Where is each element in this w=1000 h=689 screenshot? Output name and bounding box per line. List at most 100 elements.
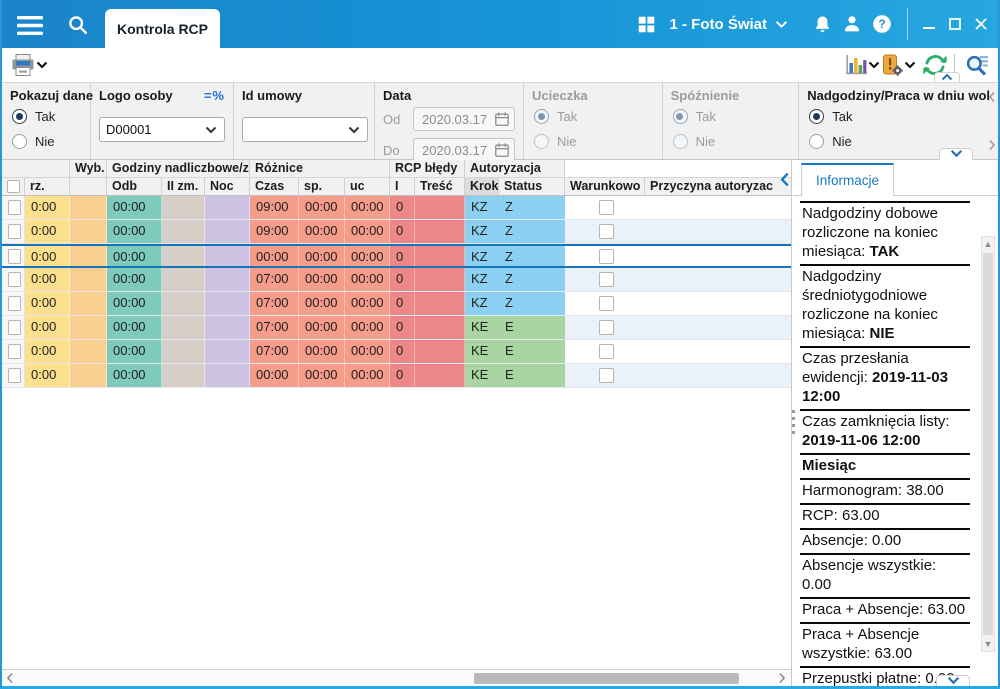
warunkowo-checkbox[interactable] bbox=[599, 224, 614, 239]
notifications-bell-icon[interactable] bbox=[807, 9, 837, 39]
print-options-chevron-icon[interactable] bbox=[36, 50, 48, 80]
warunkowo-checkbox[interactable] bbox=[599, 248, 614, 264]
cell-uc: 00:00 bbox=[345, 220, 390, 243]
col-header-odb[interactable]: Odb bbox=[107, 178, 162, 195]
cell-iizm bbox=[162, 268, 205, 291]
search-icon[interactable] bbox=[64, 12, 92, 38]
collapse-info-panel-chevron-left-icon[interactable] bbox=[780, 172, 789, 187]
warunkowo-checkbox[interactable] bbox=[599, 344, 614, 359]
company-selector-label[interactable]: 1 - Foto Świat bbox=[669, 15, 768, 33]
scroll-left-icon[interactable] bbox=[2, 670, 18, 686]
table-row[interactable]: 0:00 00:00 07:00 00:00 00:00 0 KZ Z bbox=[2, 292, 791, 316]
info-panel-tabs: Informacje bbox=[793, 160, 998, 196]
table-row[interactable]: 0:00 00:00 00:00 00:00 00:00 0 KE E bbox=[2, 364, 791, 388]
table-row[interactable]: 0:00 00:00 07:00 00:00 00:00 0 KE E bbox=[2, 340, 791, 364]
vertical-scrollbar-thumb[interactable] bbox=[983, 253, 993, 635]
advanced-search-button[interactable] bbox=[965, 50, 990, 80]
radio-ucieczka-tak[interactable]: Tak bbox=[534, 109, 654, 124]
col-header-i[interactable]: I bbox=[390, 178, 415, 195]
cell-prz bbox=[645, 292, 792, 315]
company-chevron-down-icon[interactable] bbox=[775, 20, 795, 29]
svg-text:?: ? bbox=[878, 17, 885, 31]
select-all-checkbox[interactable] bbox=[2, 178, 25, 195]
tab-informacje[interactable]: Informacje bbox=[801, 163, 895, 196]
row-checkbox[interactable] bbox=[8, 296, 21, 311]
id-umowy-select[interactable] bbox=[242, 117, 368, 142]
horizontal-scrollbar-thumb[interactable] bbox=[474, 673, 739, 684]
scroll-down-icon[interactable]: ▼ bbox=[983, 639, 993, 649]
collapse-filters-chevron-up-icon[interactable] bbox=[934, 72, 960, 83]
data-od-field[interactable]: 2020.03.17 bbox=[413, 107, 515, 131]
warunkowo-checkbox[interactable] bbox=[599, 368, 614, 383]
scroll-right-icon[interactable] bbox=[774, 670, 790, 686]
menu-icon[interactable] bbox=[16, 12, 44, 38]
logo-osoby-select[interactable]: D00001 bbox=[99, 117, 225, 142]
cell-czas: 07:00 bbox=[250, 340, 299, 363]
cell-warunkowo bbox=[565, 316, 645, 339]
col-header-wyb[interactable] bbox=[70, 178, 107, 195]
chart-button[interactable] bbox=[844, 50, 868, 80]
col-header-iizm[interactable]: II zm. bbox=[162, 178, 205, 195]
tab-kontrola-rcp[interactable]: Kontrola RCP bbox=[105, 9, 220, 48]
event-log-settings-button[interactable] bbox=[880, 50, 904, 80]
panel-splitter-handle[interactable] bbox=[792, 410, 795, 436]
warunkowo-checkbox[interactable] bbox=[599, 296, 614, 311]
scroll-up-icon[interactable]: ▲ bbox=[983, 239, 993, 249]
cell-iizm bbox=[162, 220, 205, 243]
table-row[interactable]: 0:00 00:00 00:00 00:00 00:00 0 KZ Z bbox=[2, 244, 791, 268]
od-label: Od bbox=[383, 111, 401, 127]
apps-grid-icon[interactable] bbox=[632, 9, 662, 39]
close-button[interactable] bbox=[968, 9, 994, 39]
row-checkbox[interactable] bbox=[8, 272, 21, 287]
warunkowo-checkbox[interactable] bbox=[599, 272, 614, 287]
col-header-noc[interactable]: Noc bbox=[205, 178, 250, 195]
table-row[interactable]: 0:00 00:00 07:00 00:00 00:00 0 KZ Z bbox=[2, 268, 791, 292]
row-checkbox[interactable] bbox=[8, 344, 21, 359]
radio-spoznienie-tak[interactable]: Tak bbox=[672, 109, 791, 124]
row-checkbox[interactable] bbox=[8, 248, 21, 264]
col-header-przyczyna[interactable]: Przyczyna autoryzac bbox=[650, 179, 773, 193]
warunkowo-checkbox[interactable] bbox=[599, 320, 614, 335]
warunkowo-checkbox[interactable] bbox=[599, 200, 614, 215]
col-header-status[interactable]: Status bbox=[499, 178, 565, 195]
minimize-button[interactable] bbox=[916, 9, 942, 39]
col-header-warunkowo[interactable]: Warunkowo bbox=[565, 178, 645, 195]
cell-iizm bbox=[162, 292, 205, 315]
row-checkbox[interactable] bbox=[8, 224, 21, 239]
radio-pokazuj-nie[interactable]: Nie bbox=[12, 134, 82, 149]
col-header-tresc[interactable]: Treść bbox=[415, 178, 465, 195]
help-icon[interactable]: ? bbox=[867, 9, 897, 39]
settings-options-chevron-icon[interactable] bbox=[904, 50, 916, 80]
radio-pokazuj-tak[interactable]: Tak bbox=[12, 109, 82, 124]
expand-filters-chevron-down-icon[interactable] bbox=[939, 148, 973, 160]
table-row[interactable]: 0:00 00:00 09:00 00:00 00:00 0 KZ Z bbox=[2, 196, 791, 220]
col-header-krok[interactable]: Krok bbox=[465, 178, 499, 195]
radio-ucieczka-nie[interactable]: Nie bbox=[534, 134, 654, 149]
table-row[interactable]: 0:00 00:00 07:00 00:00 00:00 0 KE E bbox=[2, 316, 791, 340]
chevron-down-icon bbox=[205, 126, 218, 134]
row-checkbox[interactable] bbox=[8, 368, 21, 383]
maximize-button[interactable] bbox=[942, 9, 968, 39]
radio-nadgodziny-tak[interactable]: Tak bbox=[809, 109, 990, 124]
radio-nadgodziny-nie[interactable]: Nie bbox=[809, 134, 990, 149]
col-header-sp[interactable]: sp. bbox=[299, 178, 345, 195]
info-vertical-scrollbar[interactable]: ▲ ▼ bbox=[981, 236, 995, 652]
col-header-czas[interactable]: Czas bbox=[250, 178, 299, 195]
col-header-rz[interactable]: rz. bbox=[25, 178, 70, 195]
user-profile-icon[interactable] bbox=[837, 9, 867, 39]
col-header-uc[interactable]: uc bbox=[345, 178, 390, 195]
cell-tresc bbox=[415, 268, 465, 291]
horizontal-scrollbar[interactable] bbox=[2, 669, 791, 686]
chart-options-chevron-icon[interactable] bbox=[868, 50, 880, 80]
radio-label: Nie bbox=[35, 134, 55, 149]
info-panel-expand-chevron-down-icon[interactable] bbox=[936, 675, 970, 686]
row-checkbox[interactable] bbox=[8, 320, 21, 335]
radio-spoznienie-nie[interactable]: Nie bbox=[672, 134, 791, 149]
print-button[interactable] bbox=[10, 50, 36, 80]
data-do-field[interactable]: 2020.03.17 bbox=[413, 138, 515, 162]
row-checkbox[interactable] bbox=[8, 200, 21, 215]
filter-scroll-right-icon[interactable] bbox=[988, 139, 998, 151]
match-operator-icon[interactable]: =% bbox=[203, 88, 225, 103]
filter-scroll-left-icon[interactable] bbox=[988, 91, 998, 103]
table-row[interactable]: 0:00 00:00 09:00 00:00 00:00 0 KZ Z bbox=[2, 220, 791, 244]
